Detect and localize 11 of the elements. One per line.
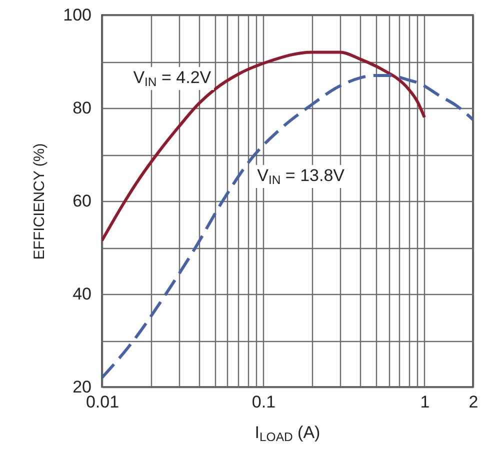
x-tick-label: 0.1 bbox=[252, 392, 276, 412]
x-tick-label: 1 bbox=[420, 392, 430, 412]
series-label: V$_{IN}$ = 4.2V bbox=[130, 66, 214, 90]
y-tick-label: 40 bbox=[72, 284, 92, 304]
y-axis-title: EFFICIENCY (%) bbox=[31, 143, 48, 260]
x-axis-title: I$_{LOAD}$ (A) bbox=[254, 423, 320, 444]
y-tick-label: 80 bbox=[72, 98, 92, 118]
series-label: V$_{IN}$ = 13.8V bbox=[254, 165, 348, 188]
y-tick-label: 100 bbox=[63, 6, 92, 24]
y-tick-label: 60 bbox=[72, 192, 92, 210]
x-tick-label: 2 bbox=[468, 392, 478, 412]
